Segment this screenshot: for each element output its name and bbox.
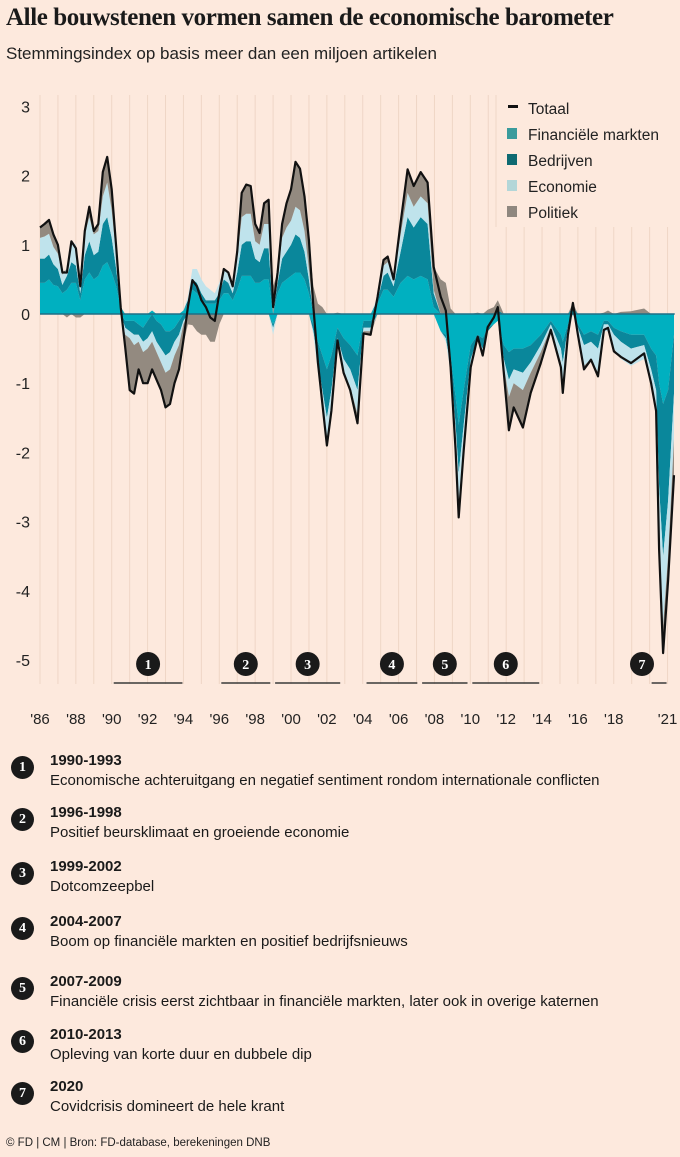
legend-label: Financiële markten xyxy=(528,127,659,144)
legend-label: Bedrijven xyxy=(528,153,593,170)
period-badge xyxy=(432,652,457,676)
period-badge-number: 7 xyxy=(639,658,646,673)
legend-swatch-bedrijven xyxy=(507,154,517,165)
y-tick-label: -2 xyxy=(16,445,30,462)
note-3: 3 1999-2002 Dotcomzeepbel xyxy=(0,858,680,908)
x-tick-label: '21 xyxy=(658,711,678,728)
note-2: 2 1996-1998 Positief beursklimaat en gro… xyxy=(0,804,680,854)
x-tick-label: '90 xyxy=(102,711,122,728)
x-tick-label: '92 xyxy=(138,711,158,728)
legend-swatch-financiele-markten xyxy=(507,128,517,139)
note-text: Covidcrisis domineert de hele krant xyxy=(50,1098,285,1115)
note-1: 1 1990-1993 Economische achteruitgang en… xyxy=(0,752,680,802)
note-text: Boom op financiële markten en positief b… xyxy=(50,933,408,950)
note-period: 2004-2007 xyxy=(50,913,122,930)
note-period: 1999-2002 xyxy=(50,858,122,875)
x-tick-label: '00 xyxy=(281,711,301,728)
period-badge xyxy=(379,652,404,676)
legend-background xyxy=(496,95,680,227)
legend-swatch-economie xyxy=(507,180,517,191)
period-badge xyxy=(136,652,161,676)
y-tick-label: -3 xyxy=(16,515,30,532)
x-tick-label: '04 xyxy=(353,711,373,728)
period-badge xyxy=(630,652,654,676)
x-tick-label: '10 xyxy=(461,711,481,728)
period-badge-number: 6 xyxy=(502,658,509,673)
y-tick-label: 1 xyxy=(21,238,30,255)
note-text: Positief beursklimaat en groeiende econo… xyxy=(50,824,350,841)
y-tick-label: 0 xyxy=(21,307,30,324)
y-tick-label: 3 xyxy=(21,99,30,116)
note-text: Economische achteruitgang en negatief se… xyxy=(50,772,600,789)
y-tick-label: 2 xyxy=(21,169,30,186)
legend-swatch-politiek xyxy=(507,206,517,217)
chart-subtitle: Stemmingsindex op basis meer dan een mil… xyxy=(6,44,437,63)
legend-label: Economie xyxy=(528,179,597,196)
area-politiek-negative xyxy=(40,314,674,654)
legend-label: Politiek xyxy=(528,205,578,222)
x-tick-label: '96 xyxy=(210,711,230,728)
note-badge: 6 xyxy=(11,1030,34,1053)
area-bedrijven-positive xyxy=(40,217,674,314)
area-financiele-markten-positive xyxy=(40,262,674,314)
area-economie-positive xyxy=(40,182,674,314)
period-badge xyxy=(295,652,320,676)
note-period: 1996-1998 xyxy=(50,804,122,821)
x-tick-label: '16 xyxy=(568,711,588,728)
x-tick-label: '98 xyxy=(245,711,265,728)
period-badge-number: 4 xyxy=(388,658,395,673)
x-tick-label: '88 xyxy=(66,711,86,728)
area-financiele-markten-negative xyxy=(40,314,674,425)
note-badge: 1 xyxy=(11,756,34,779)
period-badge xyxy=(233,652,258,676)
y-tick-label: -1 xyxy=(16,376,30,393)
x-tick-label: '02 xyxy=(317,711,337,728)
source-footer: © FD | CM | Bron: FD-database, berekenin… xyxy=(6,1137,271,1149)
note-period: 2010-2013 xyxy=(50,1026,122,1043)
note-7: 7 2020 Covidcrisis domineert de hele kra… xyxy=(0,1078,680,1128)
note-badge: 2 xyxy=(11,808,34,831)
period-badge xyxy=(493,652,518,676)
period-badge-number: 2 xyxy=(242,658,249,673)
chart-title: Alle bouwstenen vormen samen de economis… xyxy=(6,4,614,31)
period-badge-number: 5 xyxy=(441,658,448,673)
x-tick-label: '08 xyxy=(425,711,445,728)
x-tick-label: '06 xyxy=(389,711,409,728)
note-badge: 5 xyxy=(11,977,34,1000)
note-text: Opleving van korte duur en dubbele dip xyxy=(50,1046,312,1063)
stacked-area-chart: 3 2 1 0 -1 -2 -3 -4 -5 '86 '88 '90 '92 '94 '96 '98 '00 '0… xyxy=(15,95,680,728)
y-tick-label: -5 xyxy=(16,653,30,670)
x-tick-label: '18 xyxy=(604,711,624,728)
note-period: 2020 xyxy=(50,1078,84,1095)
legend-swatch-totaal xyxy=(508,105,518,108)
line-totaal xyxy=(39,155,676,655)
note-5: 5 2007-2009 Financiële crisis eerst zich… xyxy=(0,973,680,1023)
note-badge: 3 xyxy=(11,862,34,885)
note-badge: 7 xyxy=(11,1082,34,1105)
x-tick-label: '86 xyxy=(30,711,50,728)
note-period: 1990-1993 xyxy=(50,752,122,769)
note-text: Dotcomzeepbel xyxy=(50,878,155,895)
note-4: 4 2004-2007 Boom op financiële markten e… xyxy=(0,913,680,963)
x-tick-label: '94 xyxy=(174,711,194,728)
legend-label: Totaal xyxy=(528,101,569,118)
area-bedrijven-negative xyxy=(40,314,674,557)
period-badge-number: 3 xyxy=(304,658,311,673)
x-tick-label: '12 xyxy=(496,711,516,728)
note-badge: 4 xyxy=(11,917,34,940)
x-tick-label: '14 xyxy=(532,711,552,728)
note-period: 2007-2009 xyxy=(50,973,122,990)
period-badge-number: 1 xyxy=(145,658,152,673)
note-text: Financiële crisis eerst zichtbaar in fin… xyxy=(50,993,599,1010)
note-6: 6 2010-2013 Opleving van korte duur en d… xyxy=(0,1026,680,1076)
y-tick-label: -4 xyxy=(16,584,30,601)
